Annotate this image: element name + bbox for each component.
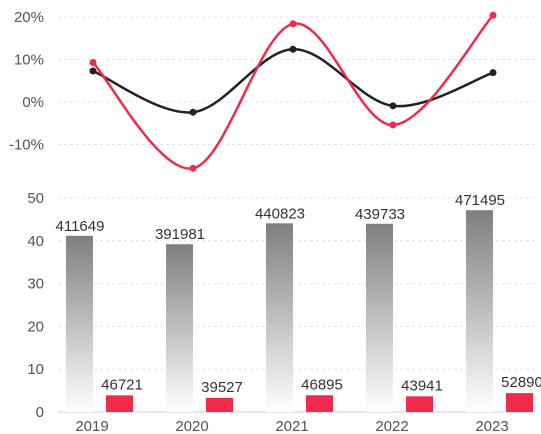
top-y-tick-label: 20% — [14, 9, 44, 26]
bottom-y-tick-label: 50 — [27, 190, 44, 207]
bar-total-label: 391981 — [155, 226, 205, 243]
x-tick-label: 2020 — [175, 418, 208, 434]
bar-total-2023 — [466, 210, 493, 412]
lines — [89, 11, 497, 172]
bar-sub-label: 52890 — [501, 374, 541, 391]
bar-sub-label: 39527 — [201, 379, 243, 396]
line-point-1-1 — [189, 164, 197, 172]
bar-total-2019 — [66, 235, 93, 412]
top-y-tick-label: -10% — [9, 137, 44, 154]
line-point-1-0 — [89, 58, 97, 66]
bar-sub-2020 — [206, 397, 233, 412]
bar-sub-label: 46895 — [301, 376, 343, 393]
line-point-1-2 — [289, 20, 297, 28]
bar-sub-label: 46721 — [101, 376, 143, 393]
bottom-y-tick-label: 20 — [27, 318, 44, 335]
line-point-1-4 — [489, 11, 497, 19]
top-y-tick-label: 0% — [22, 94, 44, 111]
bar-total-2022 — [366, 223, 393, 412]
line-point-0-2 — [289, 45, 297, 53]
line-series-1 — [92, 14, 494, 170]
bar-total-2021 — [266, 223, 293, 412]
line-point-0-0 — [89, 67, 97, 75]
top-y-tick-label: 10% — [14, 52, 44, 69]
bar-total-label: 471495 — [455, 192, 505, 209]
data-labels: 411649 46721 391981 39527 440823 46895 439733 4… — [56, 192, 541, 396]
line-point-0-3 — [389, 102, 397, 110]
line-point-0-1 — [189, 108, 197, 116]
bar-sub-2019 — [106, 395, 133, 412]
bar-total-label: 411649 — [56, 218, 105, 235]
line-point-1-3 — [389, 121, 397, 129]
bar-total-label: 439733 — [355, 206, 405, 223]
bar-sub-2021 — [306, 395, 333, 412]
axes: 20% 10% 0% -10% 0 10 20 30 40 50 2019 2020 2021 2022 2… — [9, 9, 535, 434]
bottom-y-tick-label: 10 — [27, 361, 44, 378]
x-tick-label: 2023 — [475, 418, 508, 434]
bottom-y-tick-label: 40 — [27, 233, 44, 250]
bar-total-2020 — [166, 244, 193, 412]
bar-sub-2023 — [506, 393, 533, 412]
x-tick-label: 2019 — [75, 418, 108, 434]
bar-total-label: 440823 — [255, 205, 305, 222]
bar-sub-2022 — [406, 396, 433, 412]
bars — [66, 210, 533, 412]
line-series-0 — [92, 48, 494, 114]
x-tick-label: 2021 — [275, 418, 308, 434]
bottom-y-tick-label: 0 — [36, 404, 44, 421]
line-point-0-4 — [489, 69, 497, 77]
bottom-y-tick-label: 30 — [27, 276, 44, 293]
bar-sub-label: 43941 — [401, 377, 443, 394]
x-tick-label: 2022 — [375, 418, 408, 434]
